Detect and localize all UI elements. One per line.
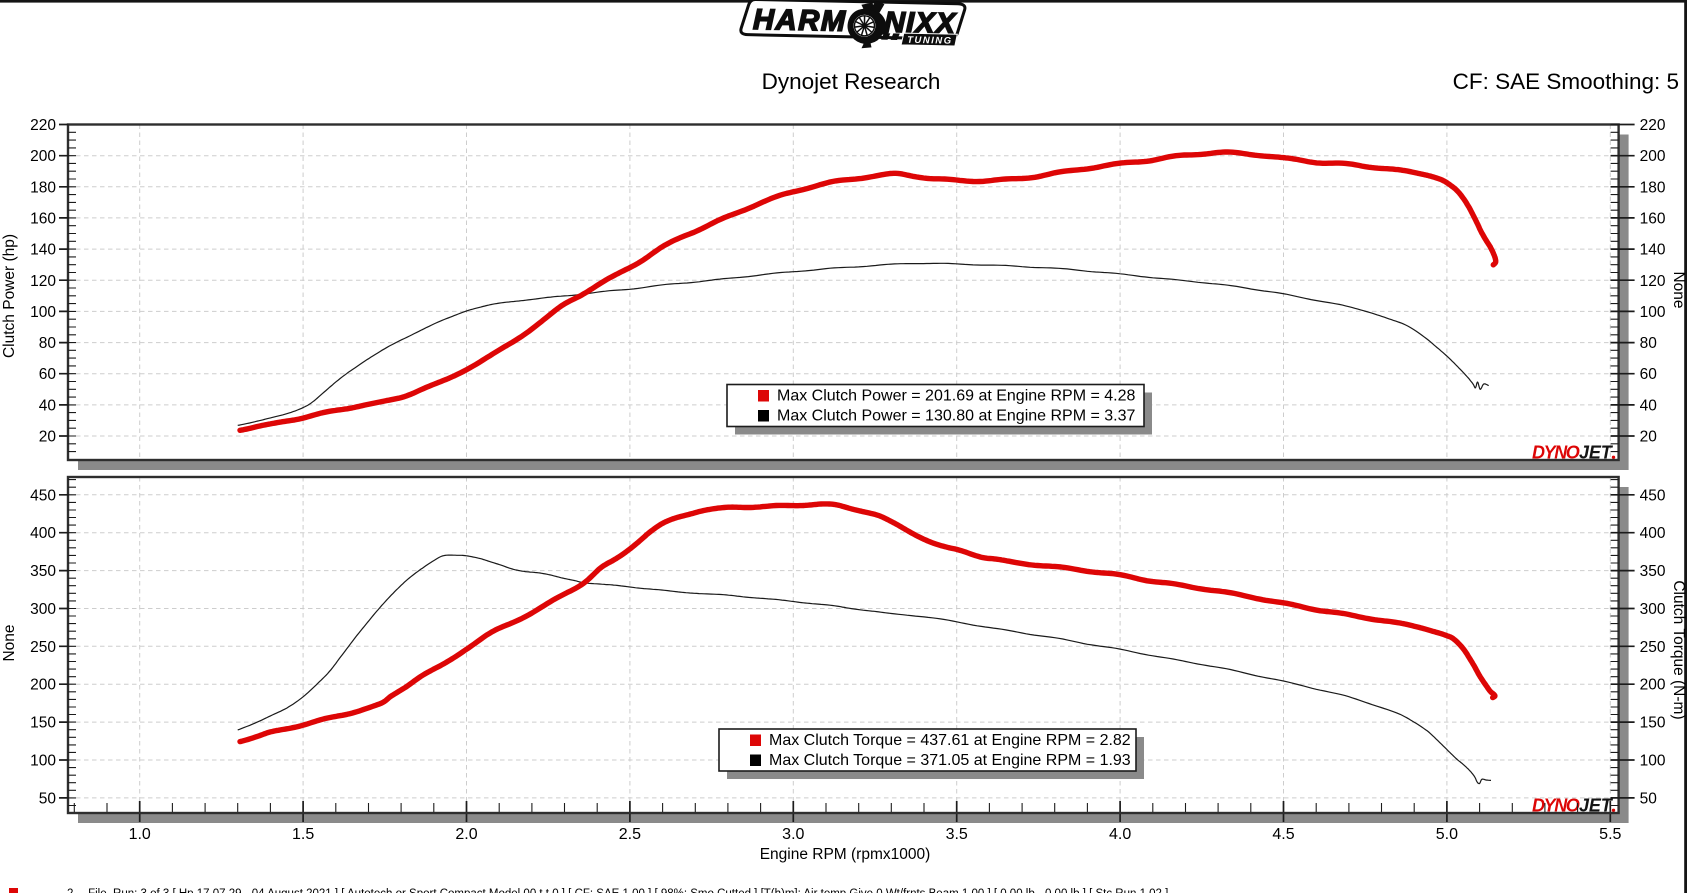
- svg-text:250: 250: [30, 639, 56, 656]
- svg-text:JET: JET: [1579, 795, 1614, 815]
- svg-text:Max Clutch Power = 130.80 at E: Max Clutch Power = 130.80 at Engine RPM …: [777, 408, 1136, 425]
- svg-text:None: None: [1670, 271, 1687, 308]
- svg-text:450: 450: [1640, 487, 1666, 504]
- svg-text:50: 50: [1640, 790, 1658, 807]
- svg-text:DYNO: DYNO: [1532, 442, 1580, 462]
- svg-text:60: 60: [39, 366, 57, 383]
- svg-text:450: 450: [30, 487, 56, 504]
- svg-text:200: 200: [30, 677, 56, 694]
- svg-text:200: 200: [1640, 148, 1666, 165]
- svg-text:350: 350: [1640, 563, 1666, 580]
- svg-text:5.0: 5.0: [1436, 826, 1458, 843]
- svg-text:4.5: 4.5: [1272, 826, 1294, 843]
- svg-text:200: 200: [30, 148, 56, 165]
- svg-text:2.0: 2.0: [455, 826, 477, 843]
- svg-text:1.0: 1.0: [129, 826, 151, 843]
- svg-text:Max Clutch Torque = 437.61 at: Max Clutch Torque = 437.61 at Engine RPM…: [769, 732, 1131, 749]
- svg-text:JET: JET: [1579, 442, 1614, 462]
- svg-text:3.5: 3.5: [946, 826, 968, 843]
- svg-text:300: 300: [30, 601, 56, 618]
- svg-text:120: 120: [30, 273, 56, 290]
- svg-text:100: 100: [30, 753, 56, 770]
- svg-text:CF: SAE Smoothing: 5: CF: SAE Smoothing: 5: [1453, 69, 1679, 94]
- svg-text:180: 180: [1640, 179, 1666, 196]
- svg-text:100: 100: [1640, 753, 1666, 770]
- svg-text:100: 100: [1640, 304, 1666, 321]
- svg-text:2.5: 2.5: [619, 826, 641, 843]
- svg-text:400: 400: [30, 525, 56, 542]
- svg-text:Max Clutch Power = 201.69 at E: Max Clutch Power = 201.69 at Engine RPM …: [777, 388, 1136, 405]
- svg-text:20: 20: [39, 429, 57, 446]
- svg-text:DYNO: DYNO: [1532, 795, 1580, 815]
- svg-text:40: 40: [1640, 397, 1658, 414]
- svg-text:5.5: 5.5: [1599, 826, 1621, 843]
- svg-text:250: 250: [1640, 639, 1666, 656]
- svg-text:40: 40: [39, 397, 57, 414]
- svg-text:160: 160: [1640, 210, 1666, 227]
- svg-text:2— File_Run: 3 of 3 [ Hp 17.07: 2— File_Run: 3 of 3 [ Hp 17.07.29 - 04 A…: [67, 888, 1168, 893]
- svg-text:220: 220: [1640, 117, 1666, 134]
- svg-text:350: 350: [30, 563, 56, 580]
- svg-text:300: 300: [1640, 601, 1666, 618]
- svg-text:HARM: HARM: [753, 4, 846, 38]
- svg-text:150: 150: [1640, 715, 1666, 732]
- svg-text:Dynojet Research: Dynojet Research: [762, 69, 941, 94]
- svg-text:160: 160: [30, 210, 56, 227]
- svg-text:200: 200: [1640, 677, 1666, 694]
- svg-text:120: 120: [1640, 273, 1666, 290]
- svg-text:60: 60: [1640, 366, 1658, 383]
- svg-text:Clutch Torque (N-m): Clutch Torque (N-m): [1670, 580, 1687, 719]
- svg-text:140: 140: [1640, 242, 1666, 259]
- svg-text:None: None: [1, 624, 18, 661]
- svg-text:Clutch Power (hp): Clutch Power (hp): [1, 234, 18, 358]
- svg-text:80: 80: [1640, 335, 1658, 352]
- svg-text:80: 80: [39, 335, 57, 352]
- svg-text:Engine RPM (rpmx1000): Engine RPM (rpmx1000): [760, 846, 931, 863]
- svg-text:180: 180: [30, 179, 56, 196]
- svg-text:1.5: 1.5: [292, 826, 314, 843]
- svg-text:50: 50: [39, 790, 57, 807]
- svg-text:Max Clutch Torque = 371.05 at: Max Clutch Torque = 371.05 at Engine RPM…: [769, 752, 1131, 769]
- svg-text:100: 100: [30, 304, 56, 321]
- svg-text:4.0: 4.0: [1109, 826, 1131, 843]
- svg-text:140: 140: [30, 242, 56, 259]
- svg-text:220: 220: [30, 117, 56, 134]
- svg-text:TUNING: TUNING: [907, 35, 952, 47]
- svg-text:3.0: 3.0: [782, 826, 804, 843]
- svg-text:400: 400: [1640, 525, 1666, 542]
- svg-text:20: 20: [1640, 429, 1658, 446]
- svg-text:150: 150: [30, 715, 56, 732]
